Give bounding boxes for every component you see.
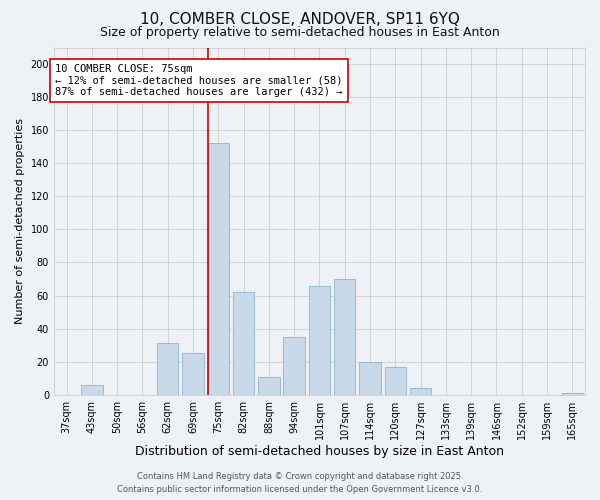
Bar bbox=[182, 354, 204, 395]
Bar bbox=[258, 376, 280, 394]
Bar bbox=[157, 344, 178, 394]
Bar bbox=[359, 362, 381, 394]
Text: 10, COMBER CLOSE, ANDOVER, SP11 6YQ: 10, COMBER CLOSE, ANDOVER, SP11 6YQ bbox=[140, 12, 460, 28]
Y-axis label: Number of semi-detached properties: Number of semi-detached properties bbox=[15, 118, 25, 324]
Bar bbox=[410, 388, 431, 394]
Bar bbox=[309, 286, 330, 395]
Bar bbox=[385, 366, 406, 394]
Bar bbox=[208, 144, 229, 394]
Bar bbox=[81, 385, 103, 394]
Bar bbox=[334, 279, 355, 394]
Bar bbox=[562, 393, 583, 394]
X-axis label: Distribution of semi-detached houses by size in East Anton: Distribution of semi-detached houses by … bbox=[135, 444, 504, 458]
Bar bbox=[283, 337, 305, 394]
Text: Contains HM Land Registry data © Crown copyright and database right 2025.
Contai: Contains HM Land Registry data © Crown c… bbox=[118, 472, 482, 494]
Text: 10 COMBER CLOSE: 75sqm
← 12% of semi-detached houses are smaller (58)
87% of sem: 10 COMBER CLOSE: 75sqm ← 12% of semi-det… bbox=[55, 64, 343, 97]
Bar bbox=[233, 292, 254, 394]
Text: Size of property relative to semi-detached houses in East Anton: Size of property relative to semi-detach… bbox=[100, 26, 500, 39]
